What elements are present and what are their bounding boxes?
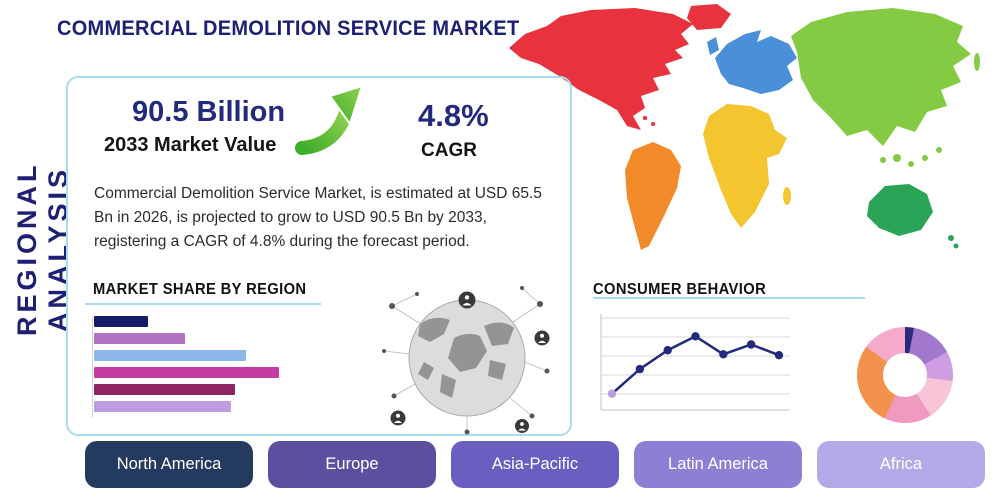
market-value: 90.5 Billion bbox=[132, 96, 286, 128]
cagr-value: 4.8% bbox=[418, 98, 489, 133]
island-britain bbox=[707, 37, 719, 55]
region-tab-asia-pacific[interactable]: Asia-Pacific bbox=[451, 441, 619, 488]
people-node-icon bbox=[534, 330, 550, 346]
continent-asia bbox=[791, 8, 971, 146]
section-underline bbox=[593, 297, 865, 299]
globe-network-illustration bbox=[382, 286, 550, 435]
region-tab-latin-america[interactable]: Latin America bbox=[634, 441, 802, 488]
donut-hole bbox=[883, 353, 927, 397]
island-sea bbox=[880, 157, 886, 163]
bar-region-3 bbox=[94, 350, 247, 361]
region-tab-north-america[interactable]: North America bbox=[85, 441, 253, 488]
island-sea bbox=[922, 155, 928, 161]
market-share-title: MARKET SHARE BY REGION bbox=[93, 281, 307, 298]
network-lines bbox=[383, 287, 548, 432]
bar-region-6 bbox=[94, 401, 232, 412]
world-map bbox=[509, 4, 980, 250]
bar-region-4 bbox=[94, 367, 280, 378]
line-point-5 bbox=[719, 350, 728, 359]
island-sea bbox=[936, 147, 942, 153]
line-point-1 bbox=[607, 389, 617, 398]
island-new-zealand bbox=[948, 235, 954, 241]
bar-region-5 bbox=[94, 384, 235, 395]
line-point-3 bbox=[663, 346, 672, 355]
island-caribbean bbox=[651, 122, 655, 126]
bar-region-1 bbox=[94, 316, 149, 327]
market-share-bar-chart bbox=[92, 316, 287, 418]
island-madagascar bbox=[783, 187, 791, 205]
cagr-caption: CAGR bbox=[421, 140, 477, 161]
continent-australia bbox=[867, 184, 933, 236]
market-value-caption: 2033 Market Value bbox=[104, 134, 277, 156]
regional-analysis-label: REGIONAL ANALYSIS bbox=[12, 161, 73, 337]
region-tab-africa[interactable]: Africa bbox=[817, 441, 985, 488]
island-greenland bbox=[687, 4, 731, 30]
consumer-behavior-title: CONSUMER BEHAVIOR bbox=[593, 281, 767, 298]
region-tab-europe[interactable]: Europe bbox=[268, 441, 436, 488]
island-sea bbox=[908, 161, 914, 167]
page-title: COMMERCIAL DEMOLITION SERVICE MARKET bbox=[57, 16, 520, 40]
consumer-behavior-line-chart bbox=[600, 314, 790, 411]
island-japan bbox=[974, 53, 980, 71]
regional-share-donut-chart bbox=[857, 327, 953, 423]
people-node-icon bbox=[515, 419, 529, 433]
line-point-4 bbox=[691, 332, 700, 341]
continent-south-america bbox=[625, 142, 681, 250]
people-node-icon bbox=[390, 410, 406, 426]
island-new-zealand bbox=[953, 243, 959, 249]
section-underline bbox=[85, 303, 321, 305]
continent-africa bbox=[703, 104, 787, 228]
globe-continents bbox=[418, 317, 514, 398]
line-point-7 bbox=[774, 350, 784, 360]
growth-arrow-icon bbox=[294, 84, 364, 158]
bar-region-2 bbox=[94, 333, 185, 344]
line-point-2 bbox=[635, 364, 645, 374]
line-point-6 bbox=[746, 340, 756, 349]
continent-europe bbox=[715, 30, 797, 94]
island-caribbean bbox=[642, 115, 648, 121]
region-tabs: North America Europe Asia-Pacific Latin Ame… bbox=[85, 441, 985, 488]
network-dots bbox=[382, 286, 550, 435]
continent-north-america bbox=[509, 8, 693, 130]
market-description: Commercial Demolition Service Market, is… bbox=[94, 185, 542, 251]
summary-card: 90.5 Billion 2033 Market Value 4.8% CAGR… bbox=[66, 76, 572, 436]
island-sea bbox=[893, 154, 901, 162]
people-node-icon bbox=[458, 291, 476, 309]
